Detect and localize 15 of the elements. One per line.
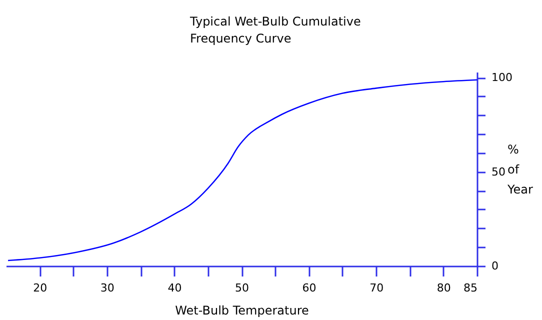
y-axis-title: % of Year: [506, 142, 533, 196]
x-tick-label: 50: [235, 282, 249, 294]
x-tick-label: 85: [464, 282, 478, 294]
line-series: [7, 79, 478, 262]
x-axis-title: Wet-Bulb Temperature: [175, 304, 309, 318]
x-tick-label: 30: [100, 282, 114, 294]
y-tick-label: 0: [492, 260, 498, 272]
y-tick-label: 100: [492, 71, 512, 84]
x-tick-label: 80: [436, 282, 451, 294]
y-tick-label: 50: [492, 165, 506, 178]
x-tick-label: 70: [370, 282, 384, 294]
x-tick-label: 40: [168, 282, 182, 294]
x-tick-label: 20: [33, 282, 48, 294]
x-tick-label: 60: [302, 282, 316, 294]
chart-title: Typical Wet-Bulb Cumulative Frequency Curve: [189, 14, 361, 46]
